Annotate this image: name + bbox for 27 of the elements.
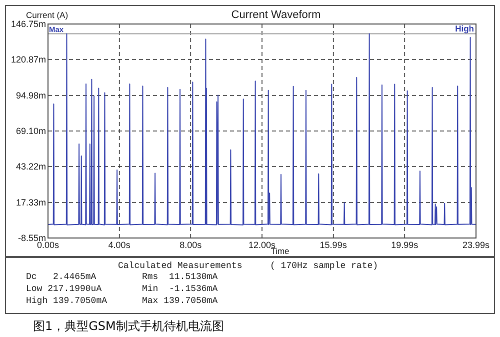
caption: 图1，典型GSM制式手机待机电流图 bbox=[33, 319, 224, 333]
x-tick-label: 19.99s bbox=[391, 240, 419, 250]
y-tick-label: 69.10m bbox=[16, 126, 46, 136]
x-tick-label: 15.99s bbox=[320, 240, 348, 250]
text: Calculated Measurements bbox=[118, 261, 242, 271]
x-tick-label: 8.00s bbox=[180, 240, 202, 250]
text: Dc 2.4465mA bbox=[26, 272, 97, 282]
y-tick-label: 43.22m bbox=[16, 162, 46, 172]
text: ( 170Hz sample rate) bbox=[270, 261, 378, 271]
text: Min -1.1536mA bbox=[142, 284, 218, 294]
chart-title: Current Waveform bbox=[231, 9, 321, 21]
y-axis-title: Current (A) bbox=[26, 10, 68, 20]
y-tick-label: 17.33m bbox=[16, 197, 46, 208]
annotation: High bbox=[455, 24, 474, 34]
y-tick-label: 120.87m bbox=[10, 54, 46, 65]
x-tick-label: 23.99s bbox=[462, 240, 490, 250]
y-tick-label: 94.98m bbox=[16, 90, 46, 100]
x-tick-label: 4.00s bbox=[108, 240, 131, 250]
text: Rms 11.5130mA bbox=[142, 272, 218, 282]
y-tick-label: 146.75m bbox=[10, 19, 46, 29]
text: High 139.7050mA bbox=[26, 296, 108, 306]
y-tick-label: -8.55m bbox=[18, 233, 46, 243]
text: Low 217.1990uA bbox=[26, 284, 102, 294]
x-axis-title: Time bbox=[270, 246, 290, 256]
x-tick-label: 0.00s bbox=[36, 240, 60, 250]
line-series bbox=[48, 33, 476, 226]
text: Max 139.7050mA bbox=[142, 296, 218, 306]
